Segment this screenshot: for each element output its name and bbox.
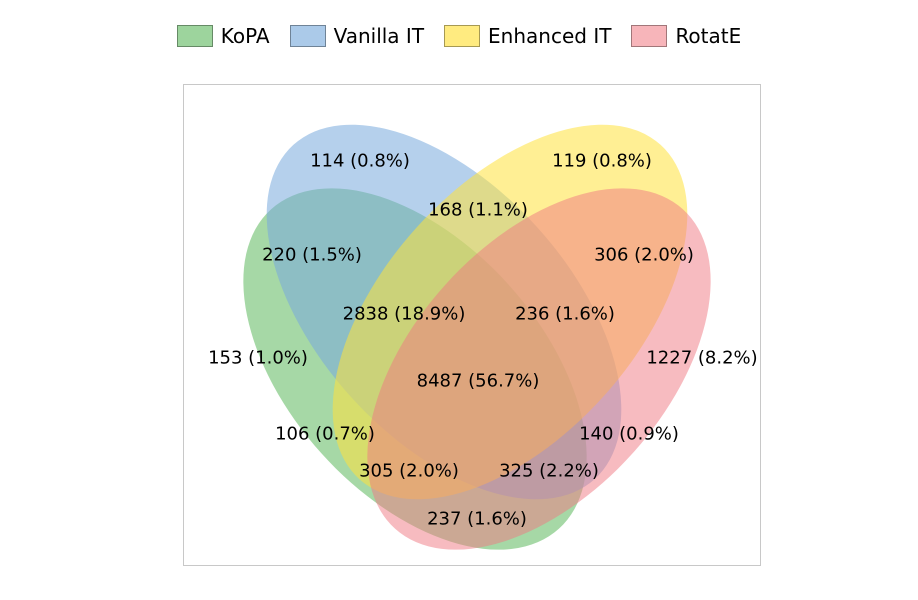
- swatch-kopa: [177, 25, 213, 47]
- legend-item-rotate: RotatE: [631, 24, 741, 48]
- legend-item-kopa: KoPA: [177, 24, 270, 48]
- legend: KoPA Vanilla IT Enhanced IT RotatE: [0, 24, 918, 48]
- legend-label-vanilla-it: Vanilla IT: [334, 24, 424, 48]
- swatch-rotate: [631, 25, 667, 47]
- swatch-enhanced-it: [444, 25, 480, 47]
- legend-label-rotate: RotatE: [675, 24, 741, 48]
- legend-item-vanilla-it: Vanilla IT: [290, 24, 424, 48]
- legend-item-enhanced-it: Enhanced IT: [444, 24, 611, 48]
- venn-panel: 153 (1.0%) 114 (0.8%) 119 (0.8%) 1227 (8…: [183, 84, 761, 566]
- venn-svg: [184, 85, 761, 566]
- legend-label-enhanced-it: Enhanced IT: [488, 24, 611, 48]
- legend-label-kopa: KoPA: [221, 24, 270, 48]
- swatch-vanilla-it: [290, 25, 326, 47]
